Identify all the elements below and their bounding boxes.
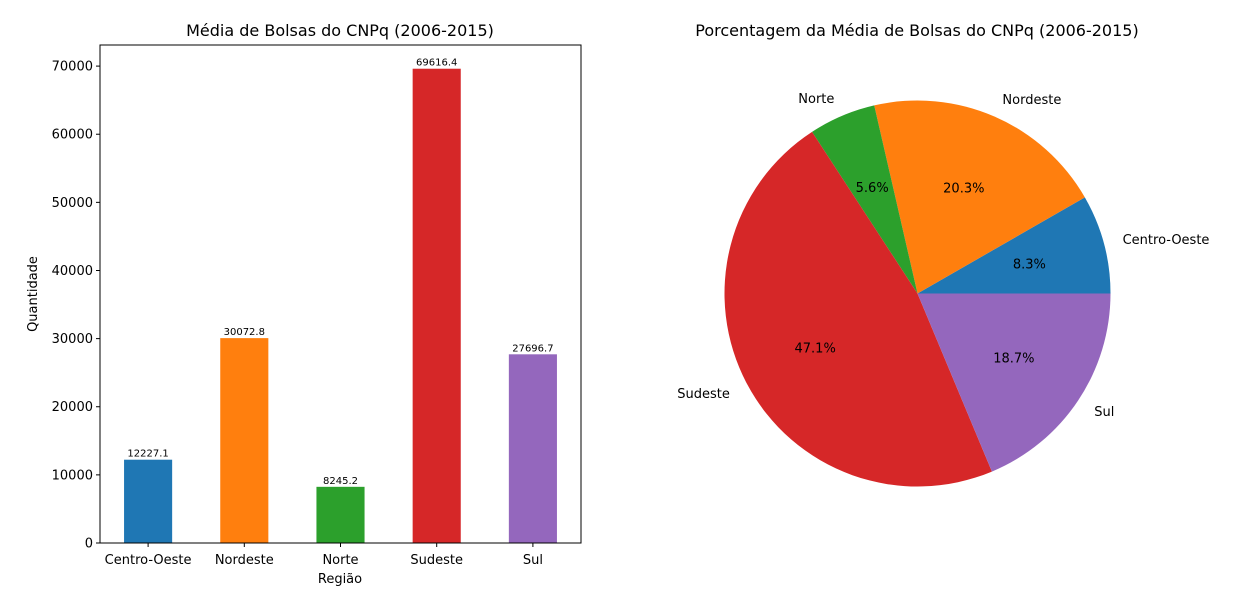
pie-percent-norte: 5.6% — [856, 181, 889, 196]
bar-chart-title: Média de Bolsas do CNPq (2006-2015) — [186, 21, 494, 40]
y-tick-label: 0 — [85, 537, 93, 552]
pie-percent-centro-oeste: 8.3% — [1013, 258, 1046, 273]
x-tick-label: Centro-Oeste — [105, 553, 192, 568]
pie-slices — [724, 100, 1111, 487]
bar-nordeste — [220, 338, 269, 543]
bar-centro-oeste — [124, 459, 173, 543]
bar-chart: Média de Bolsas do CNPq (2006-2015) 0 100… — [26, 21, 582, 587]
x-tick-label: Sudeste — [410, 553, 463, 568]
pie-slice-norte — [812, 105, 918, 294]
pie-percent-sul: 18.7% — [993, 352, 1034, 367]
pie-percent-nordeste: 20.3% — [943, 181, 984, 196]
pie-label-sudeste: Sudeste — [677, 387, 730, 402]
y-tick-label: 10000 — [52, 468, 93, 483]
bar-value-label: 12227.1 — [127, 449, 168, 460]
pie-chart: Porcentagem da Média de Bolsas do CNPq (… — [677, 21, 1209, 487]
y-tick-label: 40000 — [52, 264, 93, 279]
bar-series — [124, 68, 557, 543]
bar-value-label: 8245.2 — [323, 476, 358, 487]
bar-x-axis-label: Região — [318, 572, 362, 587]
pie-percent-sudeste: 47.1% — [795, 342, 836, 357]
bar-y-axis-ticks: 0 10000 20000 30000 40000 50000 60000 70000 — [52, 60, 100, 552]
y-tick-label: 20000 — [52, 400, 93, 415]
pie-slice-sul — [917, 293, 1111, 472]
x-tick-label: Sul — [523, 553, 543, 568]
bar-sudeste — [412, 68, 461, 543]
pie-label-norte: Norte — [798, 92, 834, 107]
pie-percent-labels: 8.3% 20.3% 5.6% 47.1% 18.7% — [795, 181, 1046, 367]
x-tick-label: Nordeste — [215, 553, 274, 568]
bar-value-labels: 12227.1 30072.8 8245.2 69616.4 27696.7 — [127, 58, 553, 487]
y-tick-label: 30000 — [52, 332, 93, 347]
bar-y-axis-label: Quantidade — [26, 256, 41, 332]
y-tick-label: 70000 — [52, 60, 93, 75]
pie-slice-sudeste — [724, 131, 992, 487]
bar-sul — [508, 354, 557, 543]
bar-x-axis-ticks: Centro-Oeste Nordeste Norte Sudeste Sul — [105, 543, 543, 568]
pie-labels: Centro-Oeste Nordeste Norte Sudeste Sul — [677, 92, 1209, 420]
x-tick-label: Norte — [322, 553, 358, 568]
bar-value-label: 27696.7 — [512, 343, 553, 354]
pie-chart-title: Porcentagem da Média de Bolsas do CNPq (… — [695, 21, 1138, 40]
pie-slice-centro-oeste — [917, 197, 1111, 294]
pie-slice-nordeste — [874, 100, 1085, 294]
pie-label-centro-oeste: Centro-Oeste — [1123, 233, 1210, 248]
y-tick-label: 60000 — [52, 128, 93, 143]
bar-value-label: 30072.8 — [224, 327, 265, 338]
bar-value-label: 69616.4 — [416, 58, 457, 69]
y-tick-label: 50000 — [52, 196, 93, 211]
bar-plot-frame — [99, 44, 582, 544]
bar-norte — [316, 486, 365, 543]
pie-label-sul: Sul — [1094, 405, 1114, 420]
pie-label-nordeste: Nordeste — [1002, 93, 1061, 108]
